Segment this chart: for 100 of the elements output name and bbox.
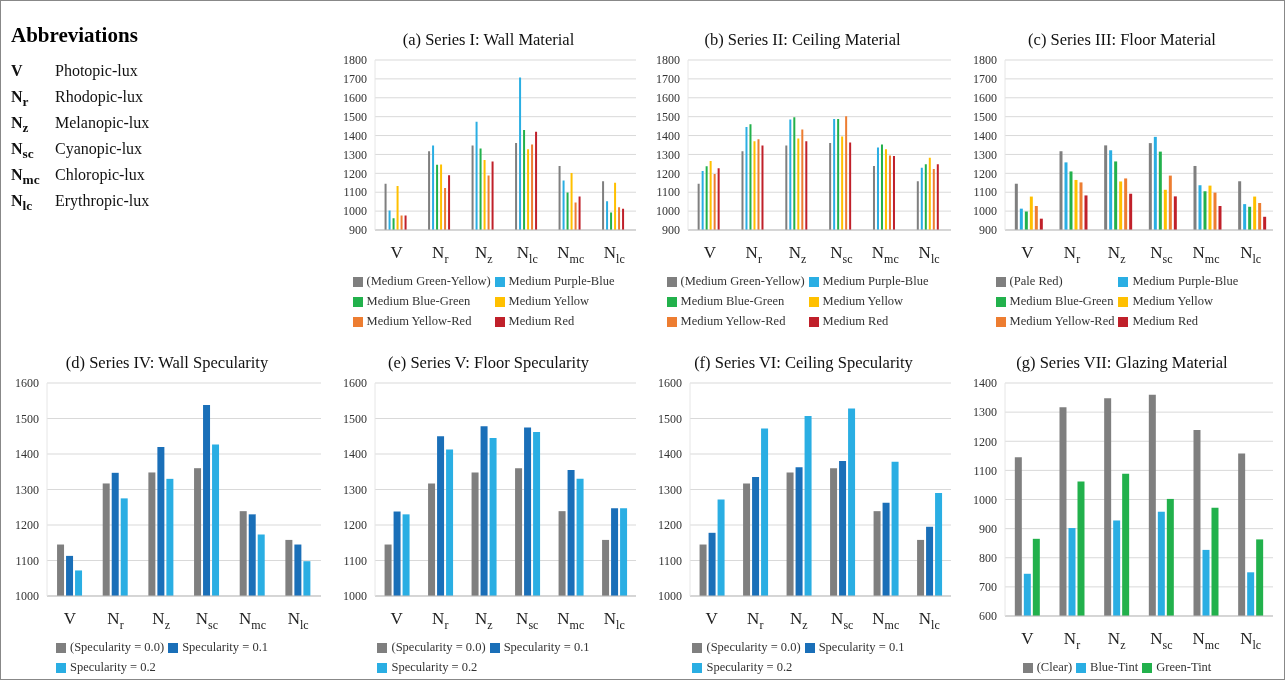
x-tick-label: N$_{r}$ xyxy=(745,243,762,266)
legend-label: Specularity = 0.2 xyxy=(391,660,478,675)
x-tick-label: N$_{r}$ xyxy=(107,609,124,632)
x-tick-label: N$_{lc}$ xyxy=(603,243,625,266)
x-tick-label: V xyxy=(703,243,717,262)
x-tick-label: N$_{z}$ xyxy=(152,609,170,632)
y-tick-label: 1300 xyxy=(343,482,367,497)
legend-label: Medium Red xyxy=(1132,314,1199,329)
x-tick-label: N$_{mc}$ xyxy=(239,609,266,632)
legend-label: Medium Blue-Green xyxy=(680,294,785,309)
legend-label: Specularity = 0.1 xyxy=(503,640,590,655)
legend-label: Medium Purple-Blue xyxy=(822,274,929,289)
y-tick-label: 1100 xyxy=(15,553,39,568)
y-tick-label: 1400 xyxy=(343,447,367,462)
y-tick-label: 1600 xyxy=(973,91,997,106)
legend-label: (Specularity = 0.0) xyxy=(69,640,165,655)
x-tick-label: N$_{sc}$ xyxy=(195,609,218,632)
x-tick-label: N$_{z}$ xyxy=(474,243,493,266)
y-tick-label: 800 xyxy=(979,551,997,566)
legend-label: Medium Purple-Blue xyxy=(508,274,615,289)
x-tick-label: V xyxy=(63,609,77,628)
legend-label: Green-Tint xyxy=(1156,660,1212,675)
y-tick-label: 900 xyxy=(662,223,680,238)
y-tick-label: 1000 xyxy=(656,204,680,219)
x-tick-label: N$_{sc}$ xyxy=(831,609,854,632)
y-tick-label: 1500 xyxy=(658,411,682,426)
x-tick-label: N$_{lc}$ xyxy=(918,243,940,266)
legend-label: Medium Yellow xyxy=(508,294,590,309)
y-tick-label: 1300 xyxy=(658,482,682,497)
y-tick-label: 1500 xyxy=(15,411,39,426)
y-tick-label: 700 xyxy=(979,580,997,595)
legend-label: (Specularity = 0.0) xyxy=(391,640,486,655)
legend-label: Medium Purple-Blue xyxy=(1132,274,1239,289)
x-tick-label: N$_{z}$ xyxy=(788,243,807,266)
y-tick-label: 1600 xyxy=(656,91,680,106)
legend-label: Medium Yellow xyxy=(822,294,904,309)
legend-label: Specularity = 0.1 xyxy=(818,640,905,655)
chart-title: (c) Series III: Floor Material xyxy=(1027,29,1217,51)
legend-label: Medium Yellow-Red xyxy=(1009,314,1115,329)
legend-label: (Medium Green-Yellow) xyxy=(366,274,491,289)
x-tick-label: N$_{mc}$ xyxy=(557,609,585,632)
y-tick-label: 1800 xyxy=(343,53,367,68)
x-tick-label: N$_{sc}$ xyxy=(1150,629,1173,652)
x-tick-label: N$_{mc}$ xyxy=(871,243,899,266)
y-tick-label: 1600 xyxy=(343,91,367,106)
y-tick-label: 1100 xyxy=(973,185,997,200)
y-tick-label: 1500 xyxy=(973,109,997,124)
x-tick-label: N$_{r}$ xyxy=(1063,243,1081,266)
y-tick-label: 1200 xyxy=(973,434,997,449)
x-tick-label: N$_{z}$ xyxy=(474,609,493,632)
y-tick-label: 1600 xyxy=(343,376,367,391)
legend-label: Medium Red xyxy=(508,314,575,329)
y-tick-label: 1200 xyxy=(343,166,367,181)
y-tick-label: 1700 xyxy=(973,72,997,87)
y-tick-label: 1400 xyxy=(973,128,997,143)
x-tick-label: N$_{mc}$ xyxy=(1192,243,1220,266)
y-tick-label: 1100 xyxy=(658,553,682,568)
legend-label: Specularity = 0.1 xyxy=(182,640,269,655)
y-tick-label: 1500 xyxy=(656,109,680,124)
x-tick-label: N$_{z}$ xyxy=(1107,629,1126,652)
x-tick-label: V xyxy=(1021,629,1035,648)
y-tick-label: 1400 xyxy=(15,447,39,462)
x-tick-label: N$_{mc}$ xyxy=(557,243,585,266)
x-tick-label: N$_{sc}$ xyxy=(1150,243,1173,266)
legend-label: (Specularity = 0.0) xyxy=(706,640,801,655)
y-tick-label: 1000 xyxy=(343,589,367,604)
x-tick-label: V xyxy=(705,609,719,628)
y-tick-label: 600 xyxy=(979,609,997,624)
y-tick-label: 1500 xyxy=(343,109,367,124)
y-tick-label: 1400 xyxy=(973,376,997,391)
text: V Photopic-lux xyxy=(11,62,138,79)
y-tick-label: 1400 xyxy=(343,128,367,143)
y-tick-label: 1300 xyxy=(973,405,997,420)
y-tick-label: 900 xyxy=(349,223,367,238)
y-tick-label: 1300 xyxy=(15,482,39,497)
text: N$_{z}$ Melanopic-lux xyxy=(11,114,150,136)
x-tick-label: N$_{r}$ xyxy=(747,609,764,632)
x-tick-label: N$_{z}$ xyxy=(1107,243,1126,266)
y-tick-label: 1000 xyxy=(973,492,997,507)
legend-label: Medium Yellow-Red xyxy=(366,314,472,329)
text: Abbreviations xyxy=(11,23,139,48)
y-tick-label: 1000 xyxy=(15,589,39,604)
chart-title: (a) Series I: Wall Material xyxy=(401,29,576,51)
y-tick-label: 1400 xyxy=(656,128,680,143)
x-tick-label: N$_{r}$ xyxy=(1063,629,1081,652)
legend-label: Medium Yellow xyxy=(1132,294,1214,309)
legend-label: Blue-Tint xyxy=(1090,660,1139,675)
y-tick-label: 1200 xyxy=(343,518,367,533)
x-tick-label: N$_{lc}$ xyxy=(516,243,538,266)
y-tick-label: 1200 xyxy=(658,518,682,533)
x-tick-label: N$_{lc}$ xyxy=(1240,243,1262,266)
legend-label: Specularity = 0.2 xyxy=(706,660,793,675)
y-tick-label: 1700 xyxy=(343,72,367,87)
y-tick-label: 1400 xyxy=(658,447,682,462)
chart-title: (e) Series V: Floor Specularity xyxy=(387,352,590,374)
text: N$_{mc}$ Chloropic-lux xyxy=(11,166,145,190)
y-tick-label: 1200 xyxy=(656,166,680,181)
x-tick-label: V xyxy=(390,243,404,262)
legend-label: (Pale Red) xyxy=(1009,274,1063,289)
legend-label: Specularity = 0.2 xyxy=(69,660,156,675)
